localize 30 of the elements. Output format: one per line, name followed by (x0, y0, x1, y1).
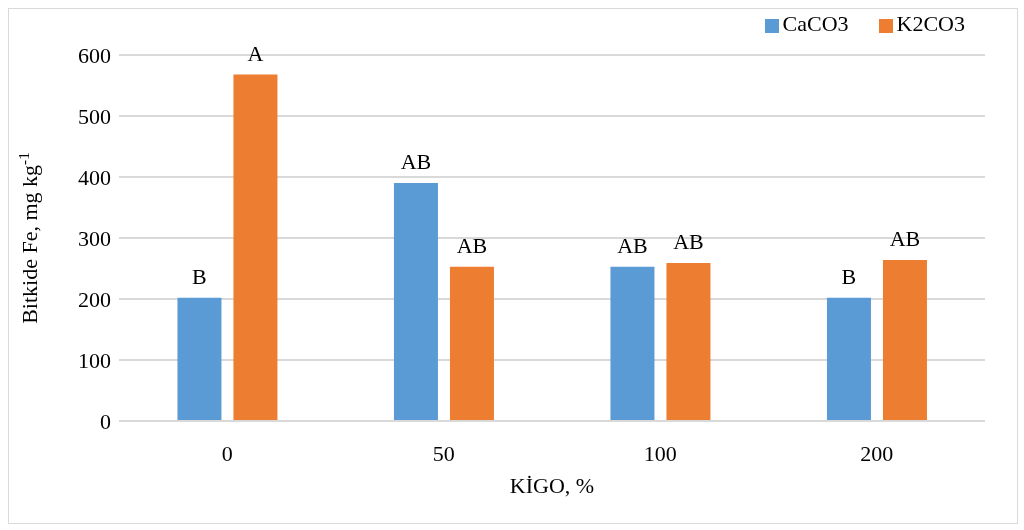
y-tick-label: 300 (78, 225, 111, 251)
bar (666, 263, 711, 421)
data-label: B (192, 263, 207, 289)
legend-label: CaCO3 (782, 11, 849, 36)
y-tick-label: 100 (78, 347, 111, 373)
y-tick-label: 500 (78, 103, 111, 129)
bar (826, 297, 871, 421)
bar (882, 259, 927, 421)
x-axis-title: KİGO, % (509, 473, 595, 498)
y-tick-label: 400 (78, 164, 111, 190)
y-tick-label: 0 (100, 408, 111, 434)
data-label: AB (617, 232, 648, 258)
bar (449, 266, 494, 421)
bar (610, 266, 655, 421)
data-label: A (247, 40, 264, 66)
y-tick-label: 200 (78, 286, 111, 312)
data-label: AB (889, 225, 921, 251)
bar (233, 74, 278, 421)
bar (393, 183, 438, 421)
data-label: AB (400, 149, 432, 175)
x-tick-label: 0 (221, 440, 233, 466)
data-label: B (841, 263, 857, 289)
x-tick-label: 100 (643, 440, 677, 466)
data-label: AB (673, 229, 704, 255)
y-tick-label: 600 (78, 42, 111, 68)
x-tick-label: 50 (432, 440, 455, 466)
bar (177, 297, 222, 421)
data-label: AB (456, 232, 488, 258)
x-tick-label: 200 (860, 440, 894, 466)
legend-label: K2CO3 (896, 11, 965, 36)
